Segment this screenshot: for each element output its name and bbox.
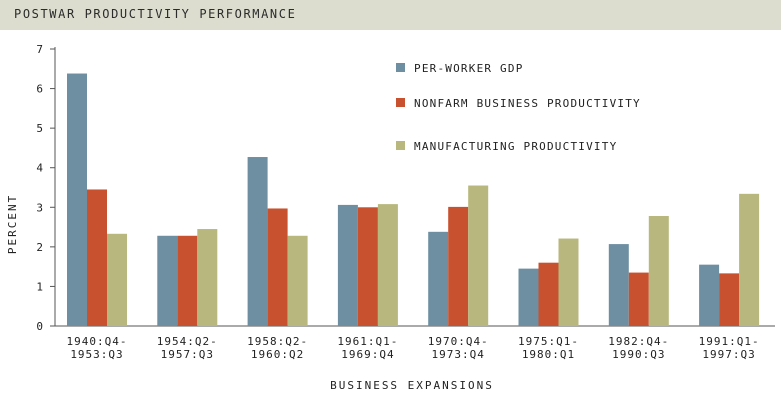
y-tick-label: 3 <box>36 201 43 214</box>
bar <box>719 273 740 326</box>
y-tick-label: 4 <box>36 162 43 175</box>
y-axis-title: PERCENT <box>6 194 19 254</box>
bar <box>538 262 559 326</box>
legend-label: NONFARM BUSINESS PRODUCTIVITY <box>414 97 641 110</box>
y-tick-label: 0 <box>36 320 43 333</box>
title-bar: POSTWAR PRODUCTIVITY PERFORMANCE <box>0 0 781 30</box>
bar <box>337 204 358 326</box>
x-tick-label: 1954:Q2- <box>157 335 218 348</box>
bar <box>357 207 378 326</box>
x-tick-label: 1982:Q4- <box>608 335 669 348</box>
bar <box>177 235 198 326</box>
bar <box>518 268 539 326</box>
bar <box>107 233 127 326</box>
bar <box>67 73 87 326</box>
x-tick-label: 1997:Q3 <box>702 348 755 361</box>
bar <box>699 264 720 326</box>
bar <box>377 204 398 326</box>
x-tick-label: 1953:Q3 <box>70 348 123 361</box>
bar <box>267 208 288 326</box>
x-tick-label: 1980:Q1 <box>522 348 575 361</box>
x-tick-label: 1975:Q1- <box>518 335 579 348</box>
x-tick-label: 1960:Q2 <box>251 348 304 361</box>
bar <box>448 206 469 326</box>
chart-title: POSTWAR PRODUCTIVITY PERFORMANCE <box>14 7 297 21</box>
x-tick-label: 1990:Q3 <box>612 348 665 361</box>
bar <box>608 244 629 326</box>
legend-label: MANUFACTURING PRODUCTIVITY <box>414 140 617 153</box>
bar <box>628 272 649 326</box>
x-tick-label: 1969:Q4 <box>341 348 394 361</box>
y-tick-label: 5 <box>36 122 43 135</box>
legend-swatch <box>396 63 405 72</box>
legend-swatch <box>396 98 405 107</box>
bar <box>428 231 449 326</box>
bar <box>648 215 669 326</box>
bar <box>87 189 107 326</box>
y-tick-label: 1 <box>36 280 43 293</box>
bar <box>468 185 489 326</box>
x-tick-label: 1961:Q1- <box>337 335 398 348</box>
x-tick-label: 1958:Q2- <box>247 335 308 348</box>
x-tick-label: 1991:Q1- <box>699 335 760 348</box>
x-tick-label: 1940:Q4- <box>67 335 128 348</box>
y-tick-label: 6 <box>36 83 43 96</box>
y-tick-label: 2 <box>36 241 43 254</box>
bar <box>197 229 218 326</box>
bar <box>287 235 308 326</box>
x-axis-title: BUSINESS EXPANSIONS <box>330 379 494 392</box>
bar <box>247 157 268 326</box>
legend-swatch <box>396 141 405 150</box>
bar <box>157 235 178 326</box>
legend-label: PER-WORKER GDP <box>414 62 524 75</box>
bar <box>739 193 760 326</box>
y-tick-label: 7 <box>36 43 43 56</box>
bar <box>558 238 579 326</box>
x-tick-label: 1970:Q4- <box>428 335 489 348</box>
x-tick-label: 1957:Q3 <box>161 348 214 361</box>
x-tick-label: 1973:Q4 <box>432 348 485 361</box>
